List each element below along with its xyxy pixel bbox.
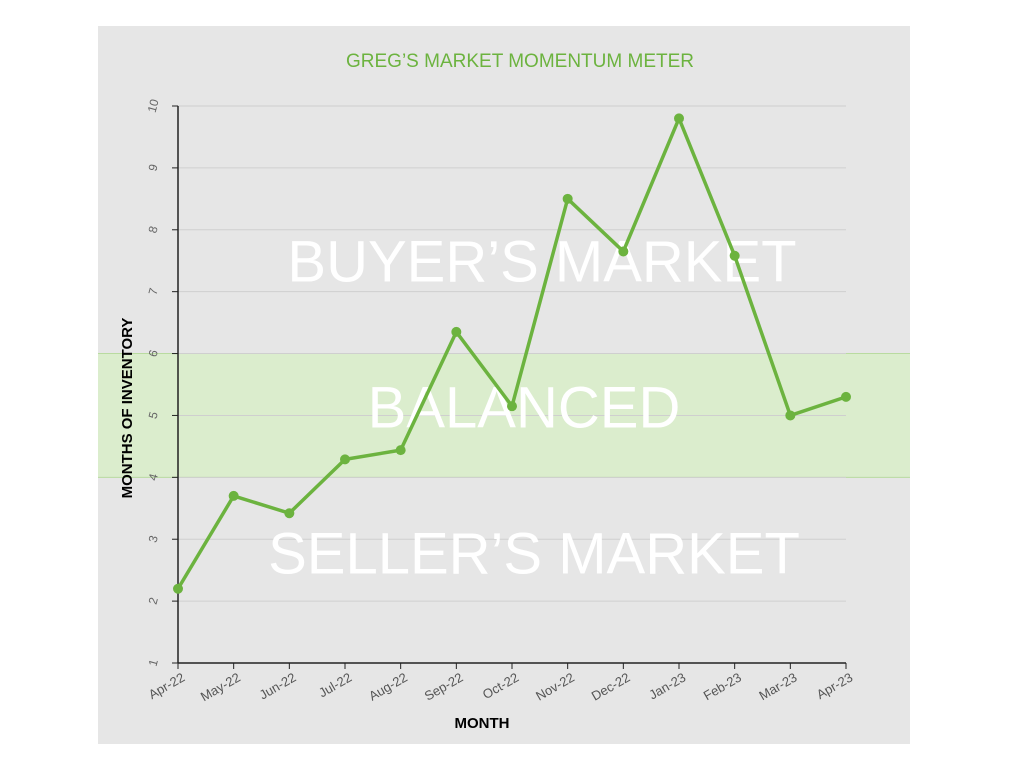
y-tick-label: 8: [146, 224, 161, 234]
y-tick-label: 3: [146, 534, 161, 544]
y-tick-label: 2: [146, 596, 161, 606]
data-point: [395, 445, 406, 456]
data-point: [618, 246, 629, 257]
y-tick-label: 4: [146, 472, 161, 482]
y-tick-label: 5: [146, 410, 161, 420]
chart-title: GREG’S MARKET MOMENTUM METER: [346, 51, 694, 72]
data-point: [340, 454, 350, 465]
y-tick-label: 9: [146, 162, 161, 172]
y-tick-label: 7: [146, 286, 161, 296]
data-point: [228, 490, 239, 501]
data-point: [785, 410, 796, 421]
data-point: [173, 583, 183, 594]
data-point: [841, 391, 851, 402]
data-point: [507, 401, 517, 412]
y-tick-label: 6: [146, 348, 161, 358]
y-axis-label: MONTHS OF INVENTORY: [119, 318, 136, 499]
data-point: [562, 193, 573, 204]
data-point: [729, 250, 740, 261]
band-label: BUYER’S MARKET: [287, 229, 796, 294]
data-point: [674, 113, 684, 124]
band-label: SELLER’S MARKET: [268, 521, 800, 586]
y-tick-label: 1: [146, 657, 161, 667]
x-axis-label: MONTH: [455, 715, 510, 732]
data-point: [284, 508, 295, 519]
y-tick-label: 10: [145, 97, 162, 114]
data-point: [451, 326, 462, 337]
band-label: BALANCED: [368, 375, 681, 440]
